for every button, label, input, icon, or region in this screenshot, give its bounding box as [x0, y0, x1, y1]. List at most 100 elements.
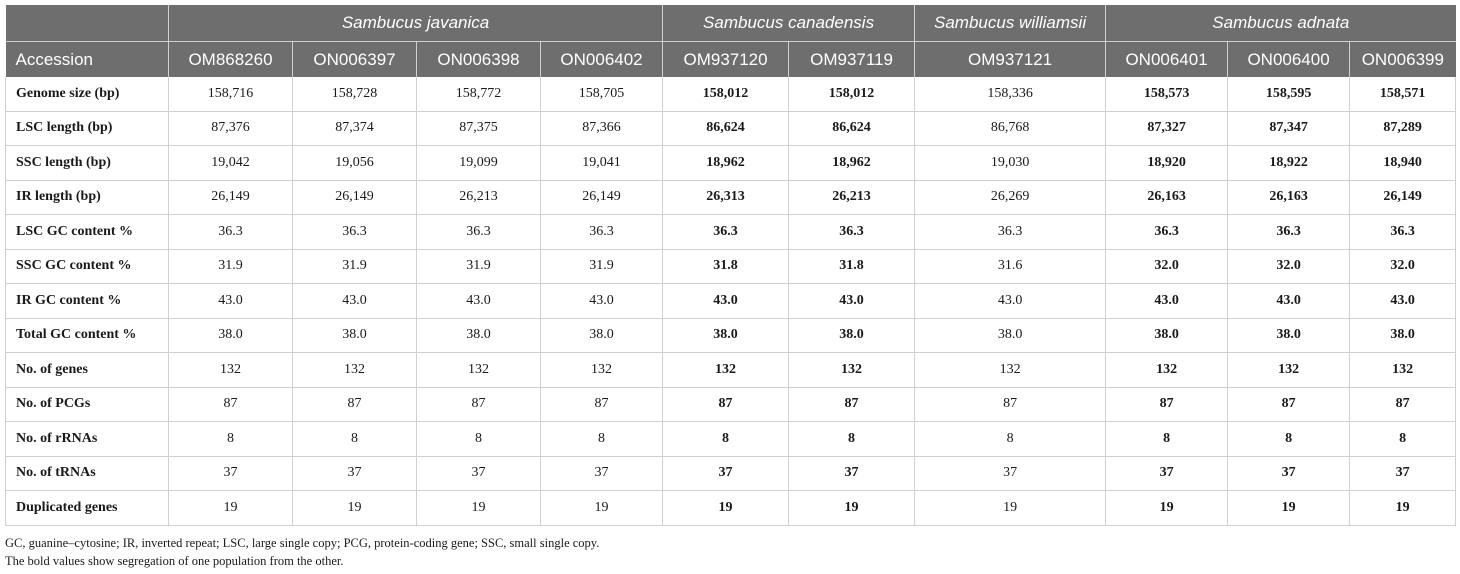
accession-header: ON006401 [1105, 41, 1228, 77]
accession-header: ON006402 [539, 41, 663, 77]
table-cell: 19,041 [539, 145, 663, 181]
accession-header: ON006399 [1349, 41, 1456, 77]
table-cell: 38.0 [788, 318, 915, 353]
table-cell: 87 [788, 387, 915, 422]
table-cell: 26,213 [788, 180, 915, 215]
table-cell: 37 [1105, 456, 1228, 491]
table-cell: 38.0 [1349, 318, 1457, 353]
table-row: LSC length (bp) 87,376 87,374 87,375 87,366 8… [5, 111, 1457, 146]
table-cell: 87,375 [416, 111, 541, 146]
table-cell: 43.0 [1105, 283, 1228, 319]
table-cell: 26,149 [1349, 180, 1457, 215]
table-cell: 132 [914, 352, 1106, 388]
table-cell: 31.9 [539, 249, 663, 284]
table-cell: 87 [539, 387, 663, 422]
table-cell: 37 [1227, 456, 1350, 491]
row-label: No. of PCGs [5, 387, 169, 422]
table-cell: 19 [416, 490, 541, 526]
table-cell: 87 [1349, 387, 1457, 422]
table-cell: 32.0 [1105, 249, 1228, 284]
table-cell: 19,056 [292, 145, 417, 181]
species-header-row: Sambucus javanica Sambucus canadensis Samb… [5, 5, 1456, 42]
table-cell: 8 [914, 421, 1106, 457]
table-cell: 19 [168, 490, 293, 526]
table-cell: 19 [1105, 490, 1228, 526]
table-cell: 132 [168, 352, 293, 388]
footnote-bold-values: The bold values show segregation of one … [5, 553, 344, 568]
row-label: Duplicated genes [5, 490, 169, 526]
table-cell: 31.9 [168, 249, 293, 284]
table-cell: 38.0 [914, 318, 1106, 353]
table-cell: 43.0 [168, 283, 293, 319]
table-cell: 26,149 [539, 180, 663, 215]
table-cell: 87,347 [1227, 111, 1350, 146]
table-cell: 43.0 [1349, 283, 1457, 319]
table-cell: 19 [292, 490, 417, 526]
table-cell: 87,327 [1105, 111, 1228, 146]
table-cell: 87 [292, 387, 417, 422]
table-cell: 43.0 [539, 283, 663, 319]
table-cell: 158,012 [788, 77, 915, 112]
table-cell: 19,099 [416, 145, 541, 181]
table-cell: 43.0 [788, 283, 915, 319]
table-cell: 19 [1227, 490, 1350, 526]
table-cell: 158,772 [416, 77, 541, 112]
table-cell: 38.0 [1105, 318, 1228, 353]
table-cell: 19 [539, 490, 663, 526]
table-cell: 86,768 [914, 111, 1106, 146]
table-figure: Sambucus javanica Sambucus canadensis Samb… [5, 5, 1457, 570]
table-cell: 19,042 [168, 145, 293, 181]
row-label: SSC GC content % [5, 249, 169, 284]
accession-header: ON006398 [416, 41, 541, 77]
table-row: No. of PCGs 87 87 87 87 87 87 87 87 87 87 [5, 387, 1457, 422]
table-cell: 87,366 [539, 111, 663, 146]
species-header: Sambucus adnata [1105, 5, 1456, 42]
table-row: LSC GC content % 36.3 36.3 36.3 36.3 36.3 36.3… [5, 214, 1457, 250]
table-cell: 36.3 [1227, 214, 1350, 250]
table-cell: 37 [1349, 456, 1457, 491]
table-cell: 26,269 [914, 180, 1106, 215]
table-row: No. of genes 132 132 132 132 132 132 132 132 132 1… [5, 352, 1457, 388]
table-cell: 87 [416, 387, 541, 422]
table-cell: 37 [914, 456, 1106, 491]
table-row: Duplicated genes 19 19 19 19 19 19 19 19 19 19 [5, 490, 1457, 526]
table-cell: 38.0 [168, 318, 293, 353]
species-header: Sambucus williamsii [914, 5, 1106, 42]
accession-header: ON006400 [1227, 41, 1350, 77]
table-cell: 158,705 [539, 77, 663, 112]
accession-label: Accession [5, 41, 169, 77]
table-row: IR GC content % 43.0 43.0 43.0 43.0 43.0 43.0 4… [5, 283, 1457, 319]
corner-cell [5, 5, 169, 42]
accession-header: OM937121 [914, 41, 1106, 77]
table-cell: 38.0 [416, 318, 541, 353]
table-cell: 19 [1349, 490, 1457, 526]
table-cell: 132 [416, 352, 541, 388]
table-footnotes: GC, guanine–cytosine; IR, inverted repea… [5, 534, 1455, 570]
table-cell: 38.0 [1227, 318, 1350, 353]
table-cell: 36.3 [914, 214, 1106, 250]
table-cell: 132 [662, 352, 789, 388]
table-cell: 8 [1105, 421, 1228, 457]
table-row: No. of tRNAs 37 37 37 37 37 37 37 37 37 37 [5, 456, 1457, 491]
table-cell: 158,336 [914, 77, 1106, 112]
table-cell: 37 [788, 456, 915, 491]
table-cell: 38.0 [292, 318, 417, 353]
table-cell: 132 [1349, 352, 1457, 388]
table-cell: 132 [1105, 352, 1228, 388]
table-cell: 38.0 [662, 318, 789, 353]
row-label: SSC length (bp) [5, 145, 169, 181]
table-cell: 43.0 [416, 283, 541, 319]
table-cell: 43.0 [292, 283, 417, 319]
table-cell: 86,624 [662, 111, 789, 146]
row-label: LSC GC content % [5, 214, 169, 250]
table-cell: 18,962 [662, 145, 789, 181]
table-cell: 38.0 [539, 318, 663, 353]
table-cell: 43.0 [914, 283, 1106, 319]
table-cell: 8 [1227, 421, 1350, 457]
row-label: No. of genes [5, 352, 169, 388]
table-cell: 87,289 [1349, 111, 1457, 146]
table-cell: 36.3 [539, 214, 663, 250]
table-cell: 19 [788, 490, 915, 526]
table-cell: 8 [292, 421, 417, 457]
row-label: IR GC content % [5, 283, 169, 319]
